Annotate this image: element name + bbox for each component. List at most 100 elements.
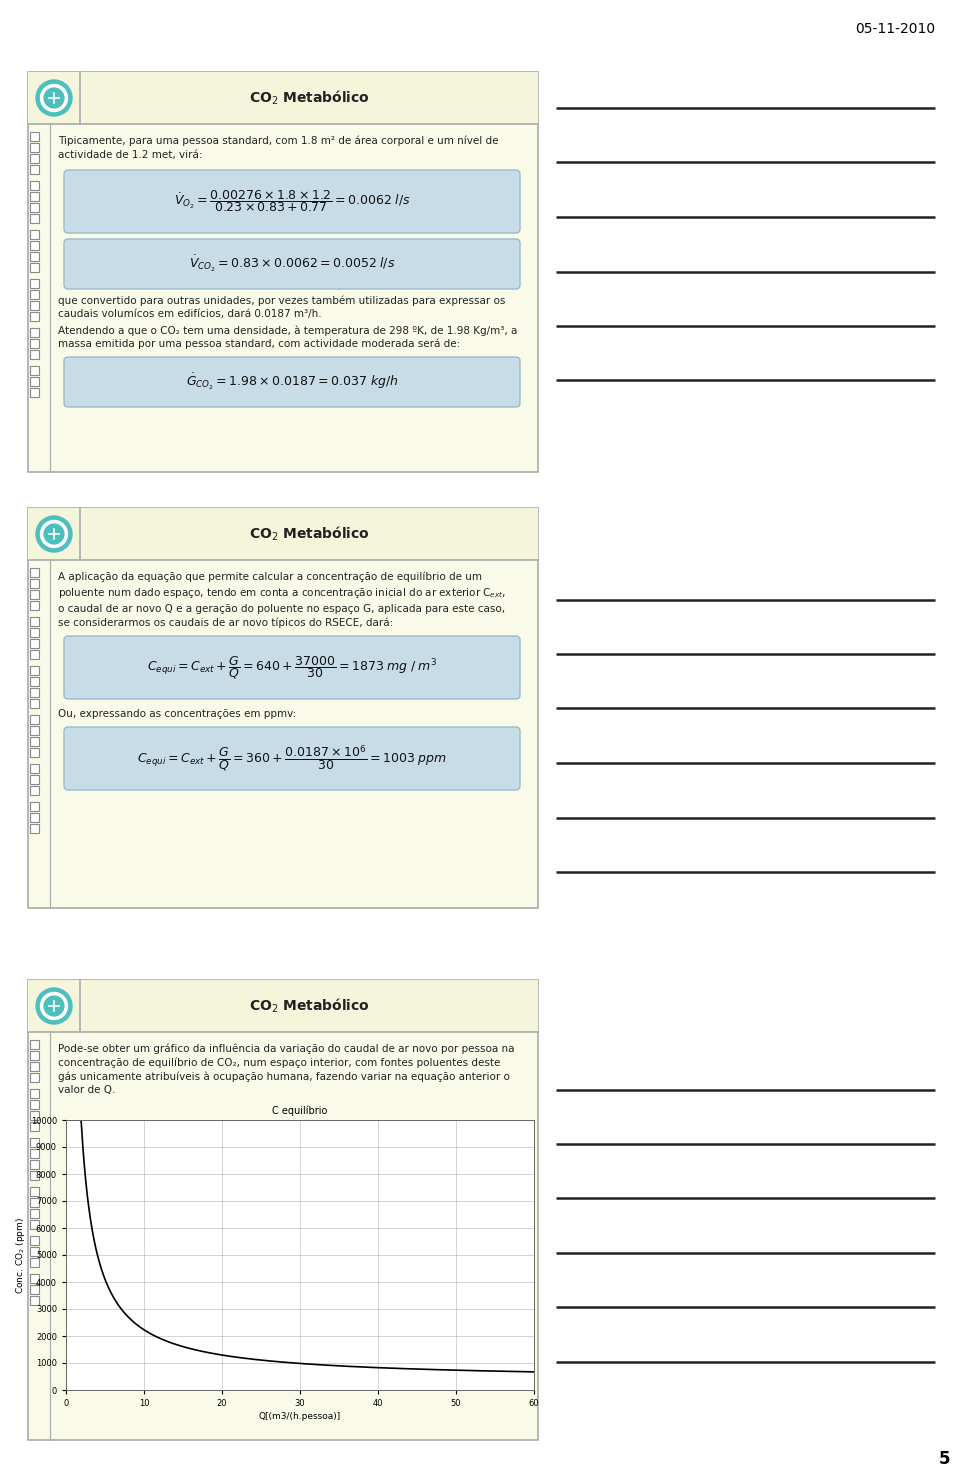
Bar [30,389,39,397]
Bar [30,617,39,626]
Bar [28,980,538,1032]
Text: Tipicamente, para uma pessoa standard, com 1.8 m² de área corporal e um nível de: Tipicamente, para uma pessoa standard, c… [58,136,498,160]
Bar [30,825,39,833]
Bar [30,279,39,288]
Y-axis label: Conc. CO$_2$ (ppm): Conc. CO$_2$ (ppm) [13,1216,27,1293]
Bar [30,627,39,638]
Bar [28,509,538,561]
X-axis label: Q[(m3/(h.pessoa)]: Q[(m3/(h.pessoa)] [259,1412,341,1421]
Bar [30,350,39,359]
Bar [30,1247,39,1256]
Text: $\dot{V}_{CO_2} = 0.83 \times 0.0062 = 0.0052\; l/s$: $\dot{V}_{CO_2} = 0.83 \times 0.0062 = 0… [189,254,396,274]
Bar [30,578,39,587]
Bar [30,1123,39,1132]
Bar [30,650,39,658]
Bar [28,73,538,125]
Bar [30,764,39,773]
Bar [30,786,39,795]
Text: A aplicação da equação que permite calcular a concentração de equilíbrio de um
p: A aplicação da equação que permite calcu… [58,572,506,627]
Text: 5: 5 [939,1450,950,1468]
Bar [30,328,39,337]
Text: que convertido para outras unidades, por vezes também utilizadas para expressar : que convertido para outras unidades, por… [58,295,505,319]
Bar [30,698,39,707]
Bar [28,980,538,1440]
Bar [30,1149,39,1158]
Bar [30,191,39,202]
Bar [30,666,39,675]
Text: Ou, expressando as concentrações em ppmv:: Ou, expressando as concentrações em ppmv… [58,709,297,719]
Bar [30,727,39,736]
Bar [30,776,39,785]
Bar [30,678,39,687]
Circle shape [40,521,67,547]
Bar [30,1284,39,1295]
Bar [30,154,39,163]
Bar [30,1062,39,1071]
Bar [30,252,39,261]
Bar [30,1258,39,1266]
Bar [30,639,39,648]
Bar [30,1089,39,1097]
Bar [30,230,39,239]
Bar [30,688,39,697]
Circle shape [40,992,67,1019]
Text: CO$_2$ Metabólico: CO$_2$ Metabólico [249,89,370,107]
Circle shape [44,523,64,544]
Bar [30,747,39,756]
Bar [30,340,39,349]
FancyBboxPatch shape [64,727,520,790]
Bar [30,1172,39,1180]
Bar [30,165,39,174]
FancyBboxPatch shape [64,357,520,406]
Bar [30,1074,39,1083]
Text: Atendendo a que o CO₂ tem uma densidade, à temperatura de 298 ºK, de 1.98 Kg/m³,: Atendendo a que o CO₂ tem uma densidade,… [58,325,517,350]
Circle shape [36,80,72,116]
Bar [30,132,39,141]
Text: CO$_2$ Metabólico: CO$_2$ Metabólico [249,525,370,543]
Bar [30,1198,39,1207]
Circle shape [40,85,67,111]
Title: C equilíbrio: C equilíbrio [273,1106,327,1117]
Bar [30,203,39,212]
Bar [30,1040,39,1048]
Text: Pode-se obter um gráfico da influência da variação do caudal de ar novo por pess: Pode-se obter um gráfico da influência d… [58,1044,515,1096]
Text: $C_{equi} = C_{ext} + \dfrac{G}{Q} = 360 + \dfrac{0.0187 \times 10^6}{30} = 1003: $C_{equi} = C_{ext} + \dfrac{G}{Q} = 360… [137,743,447,774]
Bar [30,1051,39,1060]
Bar [30,1296,39,1305]
Bar [30,568,39,577]
Text: $C_{equi} = C_{ext} + \dfrac{G}{Q} = 640 + \dfrac{37000}{30} = 1873\; mg\; /\; m: $C_{equi} = C_{ext} + \dfrac{G}{Q} = 640… [147,654,437,681]
Bar [30,813,39,822]
Bar [30,262,39,271]
Bar [30,1160,39,1169]
Bar [30,142,39,151]
Bar [30,737,39,746]
Bar [30,242,39,251]
Bar [30,1274,39,1283]
Bar [28,509,538,908]
Circle shape [44,997,64,1016]
Text: CO$_2$ Metabólico: CO$_2$ Metabólico [249,997,370,1016]
Bar [30,291,39,300]
FancyBboxPatch shape [64,636,520,698]
Bar [30,590,39,599]
Bar [30,1111,39,1120]
Circle shape [36,516,72,552]
Bar [30,1221,39,1229]
Circle shape [44,87,64,108]
Bar [30,1186,39,1195]
Text: $\dot{G}_{CO_2} = 1.98 \times 0.0187 = 0.037\; kg/h$: $\dot{G}_{CO_2} = 1.98 \times 0.0187 = 0… [185,372,398,392]
FancyBboxPatch shape [64,239,520,289]
Bar [30,1209,39,1218]
Bar [30,1100,39,1109]
Text: $\dot{V}_{O_2} = \dfrac{0.00276 \times 1.8 \times 1.2}{0.23 \times 0.83 + 0.77} : $\dot{V}_{O_2} = \dfrac{0.00276 \times 1… [174,188,410,215]
Bar [30,802,39,811]
Bar [30,301,39,310]
Bar [30,214,39,222]
Bar [30,601,39,610]
Bar [30,181,39,190]
Bar [30,377,39,386]
Bar [30,1235,39,1246]
Bar [30,366,39,375]
Bar [30,715,39,724]
Bar [28,73,538,472]
